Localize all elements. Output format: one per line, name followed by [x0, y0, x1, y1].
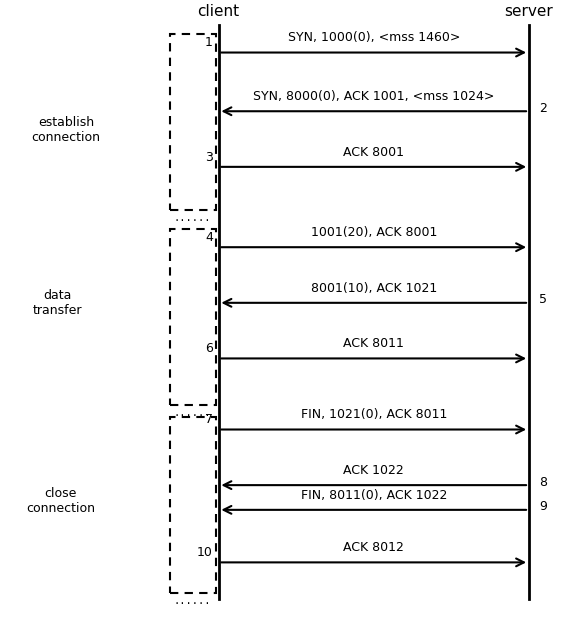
Text: ......: ......: [174, 213, 212, 223]
Text: 1001(20), ACK 8001: 1001(20), ACK 8001: [310, 226, 437, 239]
Text: close
connection: close connection: [26, 486, 95, 515]
Text: ACK 8011: ACK 8011: [343, 337, 404, 350]
Text: ACK 1022: ACK 1022: [343, 464, 404, 477]
Text: FIN, 8011(0), ACK 1022: FIN, 8011(0), ACK 1022: [301, 489, 447, 502]
Text: 9: 9: [539, 500, 547, 514]
Text: ......: ......: [174, 596, 212, 606]
Text: 10: 10: [197, 546, 213, 559]
Text: 3: 3: [205, 151, 213, 164]
Text: establish
connection: establish connection: [32, 116, 101, 144]
Text: 1: 1: [205, 36, 213, 49]
Text: 6: 6: [205, 342, 213, 355]
Text: client: client: [197, 4, 240, 19]
Text: SYN, 1000(0), <mss 1460>: SYN, 1000(0), <mss 1460>: [288, 32, 460, 44]
Text: server: server: [505, 4, 553, 19]
Text: ACK 8001: ACK 8001: [343, 146, 404, 159]
Text: ACK 8012: ACK 8012: [343, 541, 404, 554]
Text: 7: 7: [205, 413, 213, 426]
Text: data
transfer: data transfer: [33, 289, 82, 317]
Text: SYN, 8000(0), ACK 1001, <mss 1024>: SYN, 8000(0), ACK 1001, <mss 1024>: [253, 90, 494, 103]
Text: FIN, 1021(0), ACK 8011: FIN, 1021(0), ACK 8011: [301, 408, 447, 421]
Bar: [170, 229, 216, 405]
Text: 8: 8: [539, 475, 547, 489]
Text: 4: 4: [205, 231, 213, 244]
Text: 5: 5: [539, 293, 547, 307]
Text: 2: 2: [539, 101, 547, 115]
Bar: [170, 417, 216, 593]
Text: 8001(10), ACK 1021: 8001(10), ACK 1021: [310, 282, 437, 295]
Text: ......: ......: [174, 408, 212, 418]
Bar: [170, 34, 216, 210]
